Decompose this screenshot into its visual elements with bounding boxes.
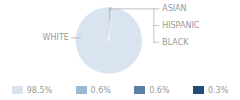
html-text:98.5%: 98.5% [26,85,53,95]
html-text:0.6%: 0.6% [90,85,111,95]
svg-text:HISPANIC: HISPANIC [162,21,200,30]
svg-text:BLACK: BLACK [162,38,189,47]
html-text:0.3%: 0.3% [207,85,229,95]
html-text:0.6%: 0.6% [149,85,170,95]
svg-text:WHITE: WHITE [43,33,69,42]
svg-text:ASIAN: ASIAN [162,4,186,13]
